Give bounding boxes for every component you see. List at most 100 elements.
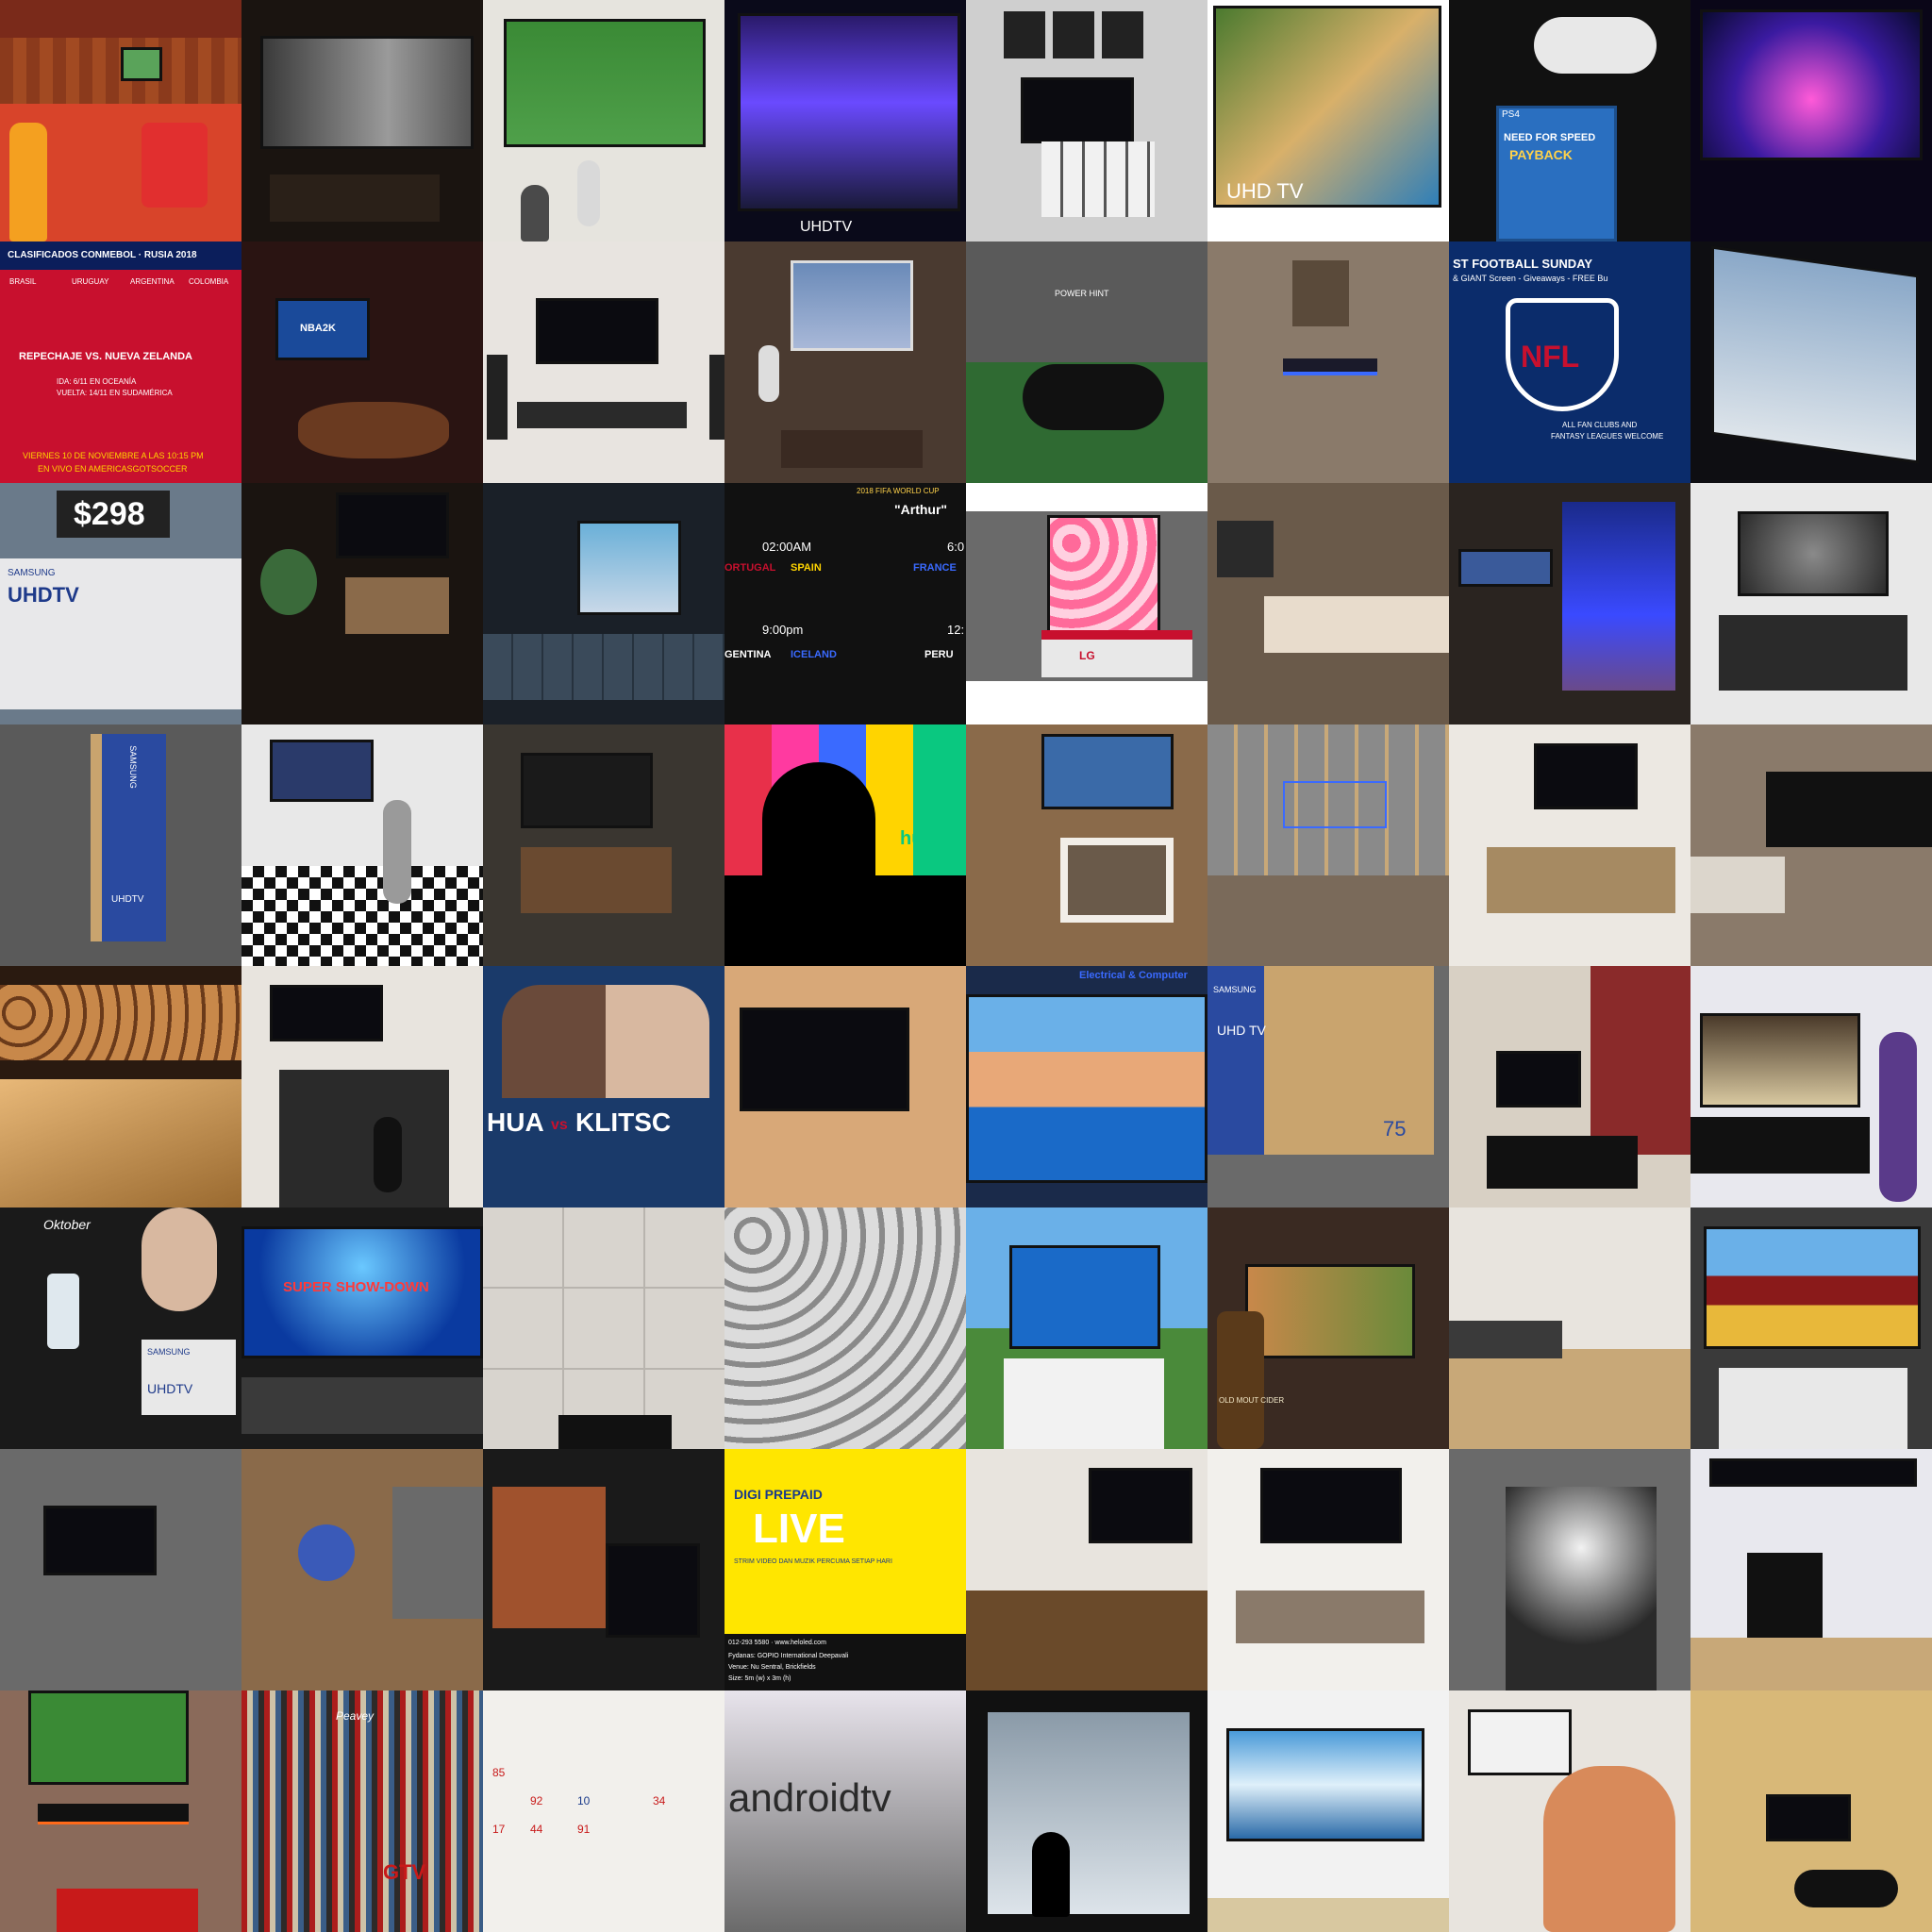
ps4-controller: [1534, 17, 1657, 74]
tv: [740, 1008, 909, 1111]
team-iceland: ICELAND: [791, 649, 837, 660]
tile-aquarium: [1449, 483, 1690, 724]
aquarium: [1562, 502, 1675, 691]
speaker-right: [709, 355, 724, 440]
vs-label: vs: [551, 1117, 568, 1133]
conmebol-header: [0, 242, 242, 270]
team-spain: SPAIN: [791, 562, 822, 574]
tv: [966, 994, 1208, 1183]
giant-screen: & GIANT Screen - Giveaways - FREE Bu: [1453, 274, 1608, 283]
tile-dubrovnik-tv: Electrical & Computer: [966, 966, 1208, 1208]
supershow-logo: SUPER SHOW-DOWN: [283, 1279, 429, 1295]
tile-nfl-flyer: ST FOOTBALL SUNDAY & GIANT Screen - Give…: [1449, 242, 1690, 483]
conmebol-title: CLASIFICADOS CONMEBOL · RUSIA 2018: [8, 250, 197, 260]
country-argentina: ARGENTINA: [130, 277, 175, 286]
low-console: [517, 402, 687, 428]
tile-kid-tv: [242, 724, 483, 966]
wall-tv: [1534, 743, 1638, 809]
en-vivo: EN VIVO EN AMERICASGOTSOCCER: [38, 464, 188, 474]
tile-fireplace-tv: [966, 724, 1208, 966]
flatbread-row: [0, 1079, 242, 1208]
tv: [1700, 1013, 1860, 1108]
speaker-left: [487, 355, 508, 440]
tile-world-cup-schedule: 2018 FIFA WORLD CUP "Arthur" 02:00AM 6:0…: [724, 483, 966, 724]
tile-beer-cooler: [724, 1208, 966, 1449]
jersey-17: 17: [492, 1823, 506, 1836]
record-shelves: [242, 1690, 483, 1932]
fan-clubs: ALL FAN CLUBS AND: [1562, 421, 1638, 429]
wood-console: [1487, 847, 1675, 913]
pallet-wall: [279, 1070, 449, 1208]
tree-silhouette: [1506, 1487, 1657, 1690]
jersey-91: 91: [577, 1823, 591, 1836]
tv: [985, 1709, 1192, 1917]
time-2: 9:00pm: [762, 623, 804, 637]
tile-supershow-tv: SUPER SHOW-DOWN: [242, 1208, 483, 1449]
wall-tv: [1041, 734, 1174, 809]
subwoofer: [1747, 1553, 1823, 1638]
event: Fydanas: GOPIO International Deepavali: [728, 1653, 849, 1659]
projector-screen: [1468, 1709, 1572, 1775]
cider-bottle: [1217, 1311, 1264, 1449]
fighters: [502, 985, 709, 1098]
editor-timeline: [483, 634, 724, 700]
team-france: FRANCE: [913, 562, 957, 574]
tile-gaming-monitor: [1690, 0, 1932, 242]
cat: [521, 185, 549, 242]
red-chair: [142, 123, 208, 208]
viernes: VIERNES 10 DE NOVIEMBRE A LAS 10:15 PM: [23, 451, 204, 460]
girl: [1879, 1032, 1917, 1202]
red-wall: [1591, 966, 1690, 1155]
fighter-b: KLITSC: [575, 1108, 672, 1137]
tile-plant-tv: [242, 483, 483, 724]
tile-girl-tv: [1690, 966, 1932, 1208]
uhdtv-box-label: UHDTV: [8, 583, 79, 607]
peavey-logo: Peavey: [336, 1709, 375, 1723]
tile-walmart-box: $298 SAMSUNG UHDTV: [0, 483, 242, 724]
monitor: [1700, 9, 1923, 160]
console: [1208, 1898, 1449, 1932]
sofa: [1449, 1321, 1562, 1358]
bo-tv: [791, 260, 913, 351]
tile-cafe-tv: [0, 0, 242, 242]
guitar: [374, 1117, 402, 1192]
sectional-sofa: [1264, 596, 1449, 653]
fireplace: [1060, 838, 1174, 923]
wall-unit: [1766, 772, 1932, 847]
curved-tv: [738, 13, 960, 211]
tile-big-box: SAMSUNG UHD TV 75: [1208, 966, 1449, 1208]
cat-silhouette: [1032, 1832, 1070, 1917]
tile-christmas-tree-bw: [1449, 1449, 1690, 1690]
tile-shiplap-tv: [1208, 1449, 1449, 1690]
tile-video-editor: [483, 483, 724, 724]
power-hint: POWER HINT: [1055, 289, 1109, 298]
tile-selfie: [1449, 1690, 1690, 1932]
team-portugal: ORTUGAL: [724, 562, 776, 574]
ps3-controller: [1023, 364, 1164, 430]
tile-construction-wall: [1208, 724, 1449, 966]
floor-drain: [558, 1415, 672, 1449]
preview-pane: [577, 521, 681, 615]
wall-tv: [121, 47, 162, 81]
digi-sub: STRIM VIDEO DAN MUZIK PERCUMA SETIAP HAR…: [734, 1558, 892, 1565]
product-tv: [1213, 6, 1441, 208]
tile-netflix-tv: [483, 724, 724, 966]
plant: [260, 549, 317, 615]
tile-dark-room-tv: [242, 0, 483, 242]
tile-marble-shower: [483, 1208, 724, 1449]
led-size: Size: 5m (w) x 3m (h): [728, 1675, 791, 1682]
soccer-tv: [504, 19, 706, 147]
tv-box: [1208, 966, 1434, 1155]
tv: [270, 740, 374, 802]
tv: [521, 753, 653, 828]
tv: [1496, 1051, 1581, 1108]
box-size: 75: [1383, 1117, 1407, 1141]
tv: [1009, 1245, 1160, 1349]
tray: [57, 1889, 198, 1932]
country-brasil: BRASIL: [9, 277, 37, 286]
console: [1719, 1368, 1907, 1449]
fifa-badge: 2018 FIFA WORLD CUP: [857, 487, 940, 495]
tile-klipsch-setup: [1690, 1449, 1932, 1690]
digi-prepaid: DIGI PREPAID: [734, 1487, 823, 1502]
nfl-logo: NFL: [1521, 340, 1580, 374]
